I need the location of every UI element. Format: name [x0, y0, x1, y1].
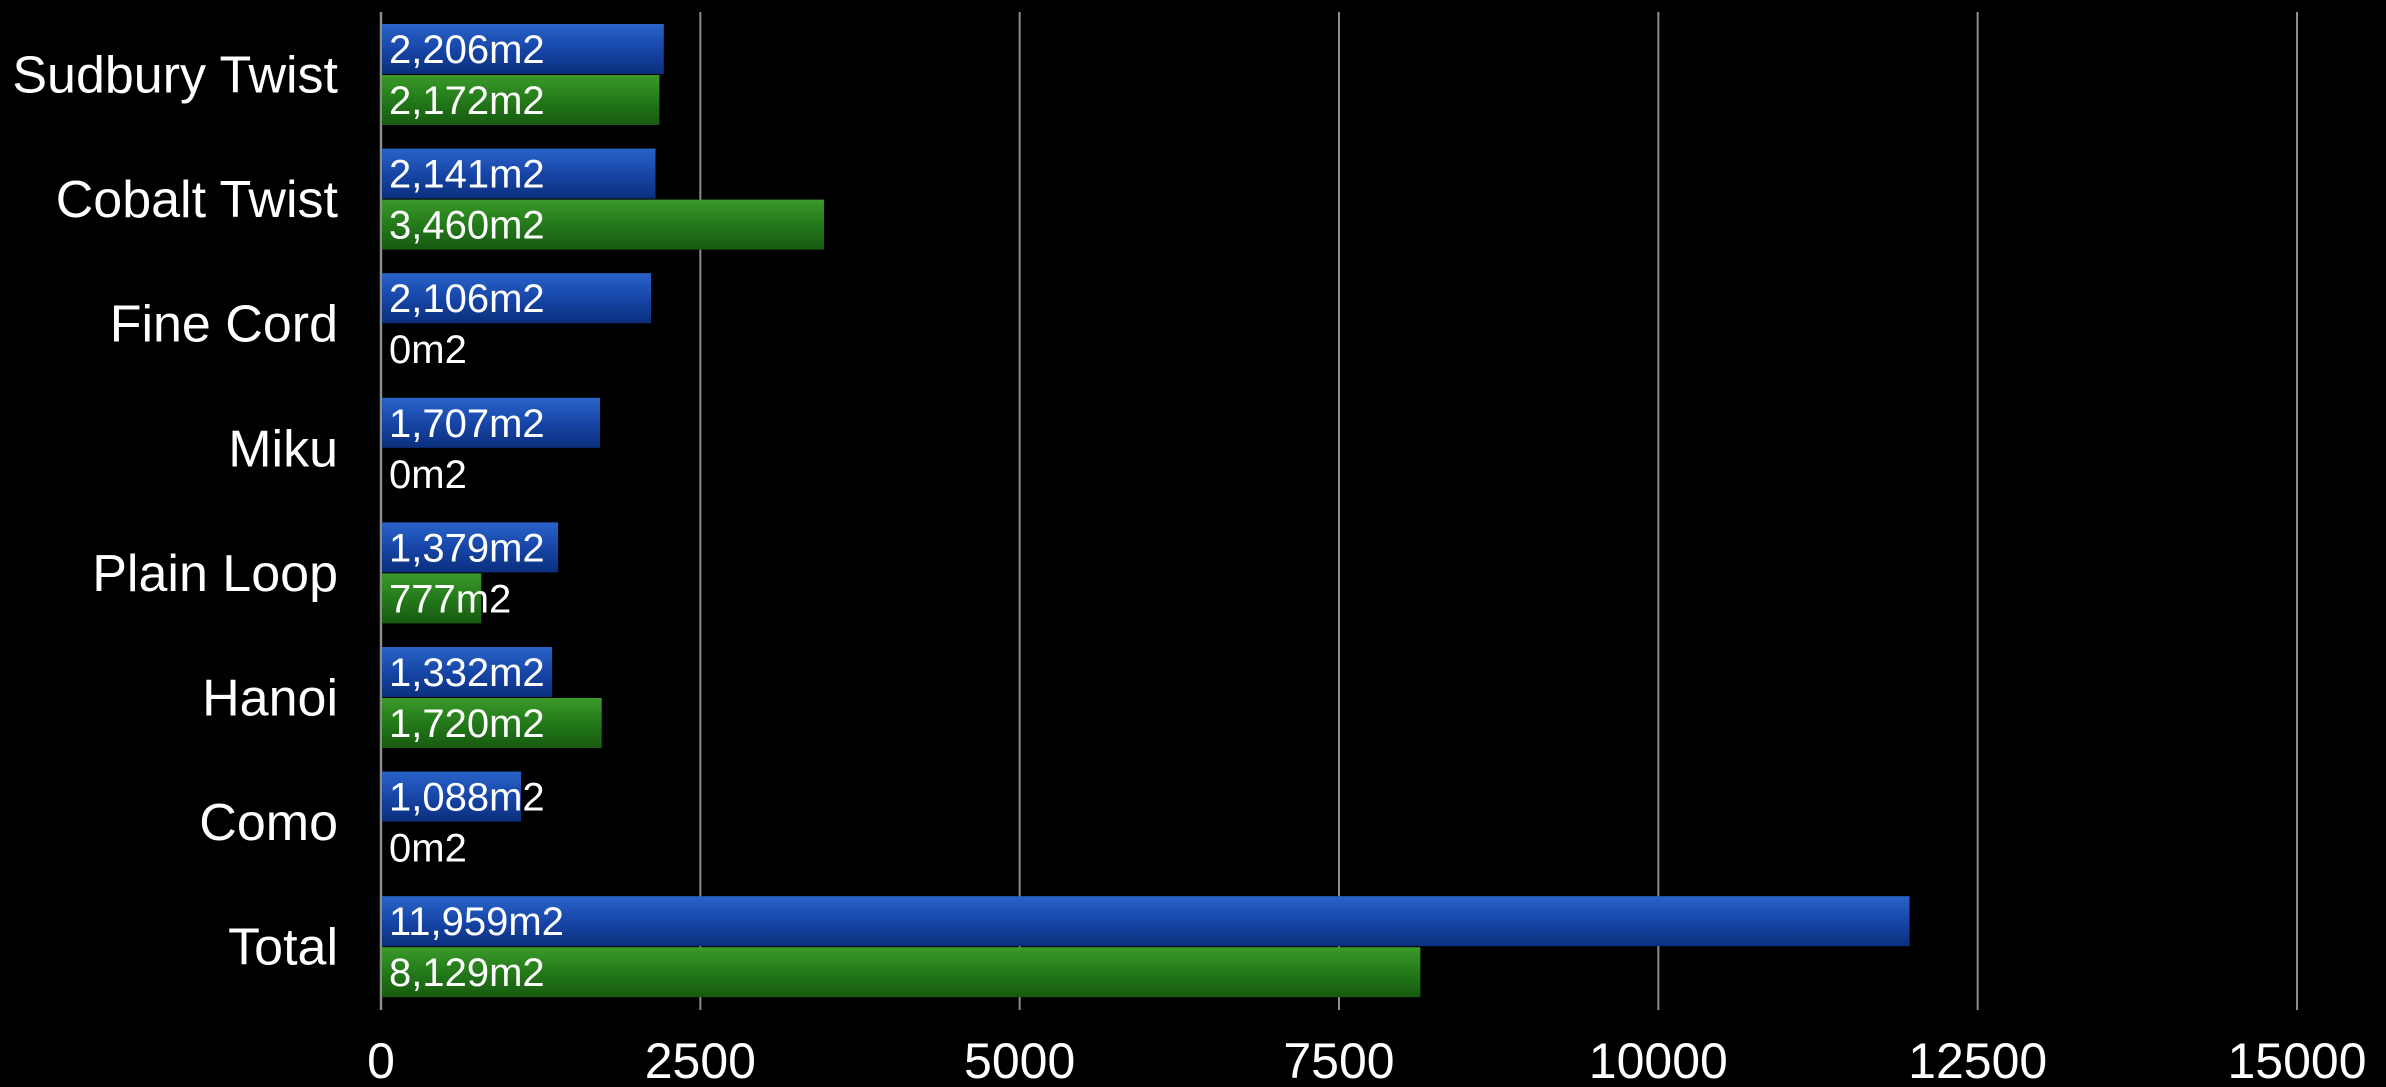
- category-label: Sudbury Twist: [12, 47, 338, 105]
- bar: [382, 573, 482, 624]
- bar: [382, 148, 656, 199]
- x-tick-label: 7500: [1283, 1033, 1394, 1087]
- data-label: 2,172m2: [389, 79, 545, 123]
- bar: [382, 647, 553, 697]
- data-label: 1,720m2: [389, 702, 545, 746]
- data-label: 2,206m2: [389, 28, 545, 72]
- bar: [382, 75, 660, 125]
- category-label: Como: [199, 794, 338, 852]
- x-tick-label: 15000: [2227, 1033, 2366, 1087]
- category-label: Plain Loop: [92, 545, 338, 603]
- bar: [382, 522, 559, 573]
- data-label: 0m2: [389, 827, 467, 871]
- bar: [382, 24, 664, 74]
- bar: [382, 947, 1421, 998]
- bar: [382, 397, 601, 448]
- category-label: Hanoi: [202, 670, 338, 728]
- data-label: 777m2: [389, 577, 511, 621]
- data-label: 3,460m2: [389, 204, 545, 248]
- bar: [382, 199, 824, 250]
- bar: [382, 273, 652, 324]
- labels-layer: 0 2500 5000 7500 10000 12500 15000 Sudbury Twis…: [12, 28, 2366, 1087]
- bar: [382, 896, 1910, 947]
- data-label: 2,141m2: [389, 153, 545, 197]
- x-tick-label: 0: [367, 1033, 395, 1087]
- category-label: Fine Cord: [110, 296, 338, 354]
- data-label: 1,379m2: [389, 526, 545, 570]
- category-label: Total: [228, 919, 338, 977]
- data-label: 1,332m2: [389, 651, 545, 695]
- x-tick-label: 5000: [964, 1033, 1075, 1087]
- x-tick-label: 12500: [1908, 1033, 2047, 1087]
- data-label: 1,707m2: [389, 402, 545, 446]
- data-label: 8,129m2: [389, 951, 545, 995]
- grid-layer: [379, 12, 2298, 1010]
- category-label: Miku: [228, 420, 338, 478]
- data-label: 11,959m2: [389, 900, 564, 944]
- x-tick-label: 2500: [645, 1033, 756, 1087]
- x-tick-label: 10000: [1589, 1033, 1728, 1087]
- bars-layer: [382, 24, 1910, 998]
- category-label: Cobalt Twist: [56, 171, 339, 229]
- data-label: 0m2: [389, 328, 467, 372]
- data-label: 2,106m2: [389, 277, 545, 321]
- data-label: 1,088m2: [389, 776, 545, 820]
- bar: [382, 771, 521, 822]
- bar: [382, 698, 602, 748]
- data-label: 0m2: [389, 453, 467, 497]
